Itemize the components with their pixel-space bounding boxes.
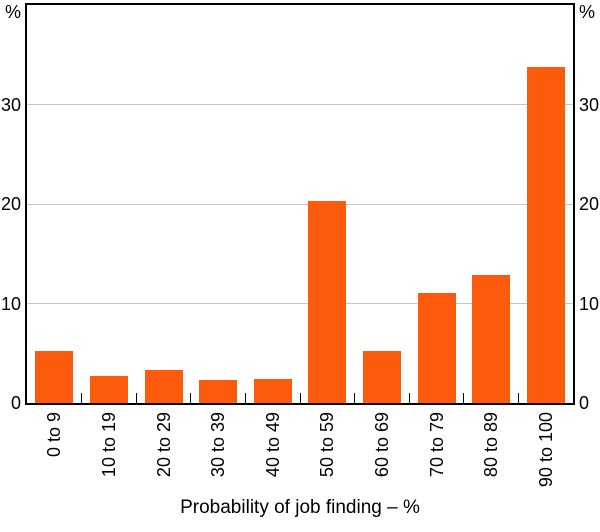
x-category-label-60-to-69: 60 to 69 — [371, 412, 392, 478]
bar-50-to-59 — [308, 201, 347, 403]
gridline-20 — [27, 203, 573, 205]
x-axis-tick — [81, 393, 83, 403]
x-category-label-90-to-100: 90 to 100 — [535, 412, 556, 488]
y-tick-label-right-30: 30 — [579, 94, 600, 115]
x-axis-tick — [135, 393, 137, 403]
bar-40-to-49 — [253, 379, 292, 403]
x-category-label-80-to-89: 80 to 89 — [481, 412, 502, 478]
bar-70-to-79 — [417, 292, 456, 403]
bar-0-to-9 — [35, 351, 74, 403]
bar-60-to-69 — [362, 351, 401, 403]
x-axis-tick — [517, 393, 519, 403]
x-category-label-20-to-29: 20 to 29 — [153, 412, 174, 478]
bar-10-to-19 — [89, 376, 128, 403]
bar-90-to-100 — [526, 66, 565, 403]
plot-area — [25, 3, 575, 405]
bar-80-to-89 — [472, 274, 511, 403]
y-tick-label-left-30: 30 — [0, 94, 21, 115]
y-tick-label-left-20: 20 — [0, 194, 21, 214]
x-axis-tick — [354, 393, 356, 403]
bar-30-to-39 — [199, 380, 238, 403]
y-axis-unit-label-left: % — [4, 2, 21, 22]
bar-20-to-29 — [144, 370, 183, 403]
x-axis-tick — [190, 393, 192, 403]
x-category-label-30-to-39: 30 to 39 — [208, 412, 229, 478]
x-category-label-50-to-59: 50 to 59 — [317, 412, 338, 478]
y-tick-label-right-20: 20 — [579, 194, 600, 214]
y-tick-label-left-10: 10 — [0, 293, 21, 314]
x-axis-tick — [463, 393, 465, 403]
y-tick-label-right-0: 0 — [579, 393, 590, 413]
y-tick-label-left-0: 0 — [10, 393, 21, 413]
x-axis-tick — [244, 393, 246, 403]
gridline-10 — [27, 303, 573, 304]
x-category-label-0-to-9: 0 to 9 — [44, 412, 65, 458]
x-category-label-70-to-79: 70 to 79 — [426, 412, 447, 478]
x-category-label-10-to-19: 10 to 19 — [98, 412, 119, 478]
x-axis-tick — [408, 393, 410, 403]
gridline-30 — [27, 104, 573, 105]
y-tick-label-right-10: 10 — [579, 293, 600, 314]
x-category-label-40-to-49: 40 to 49 — [262, 412, 283, 478]
x-axis-title: Probability of job finding – % — [180, 497, 420, 518]
y-axis-unit-label-right: % — [579, 2, 596, 22]
x-axis-tick — [299, 393, 301, 403]
